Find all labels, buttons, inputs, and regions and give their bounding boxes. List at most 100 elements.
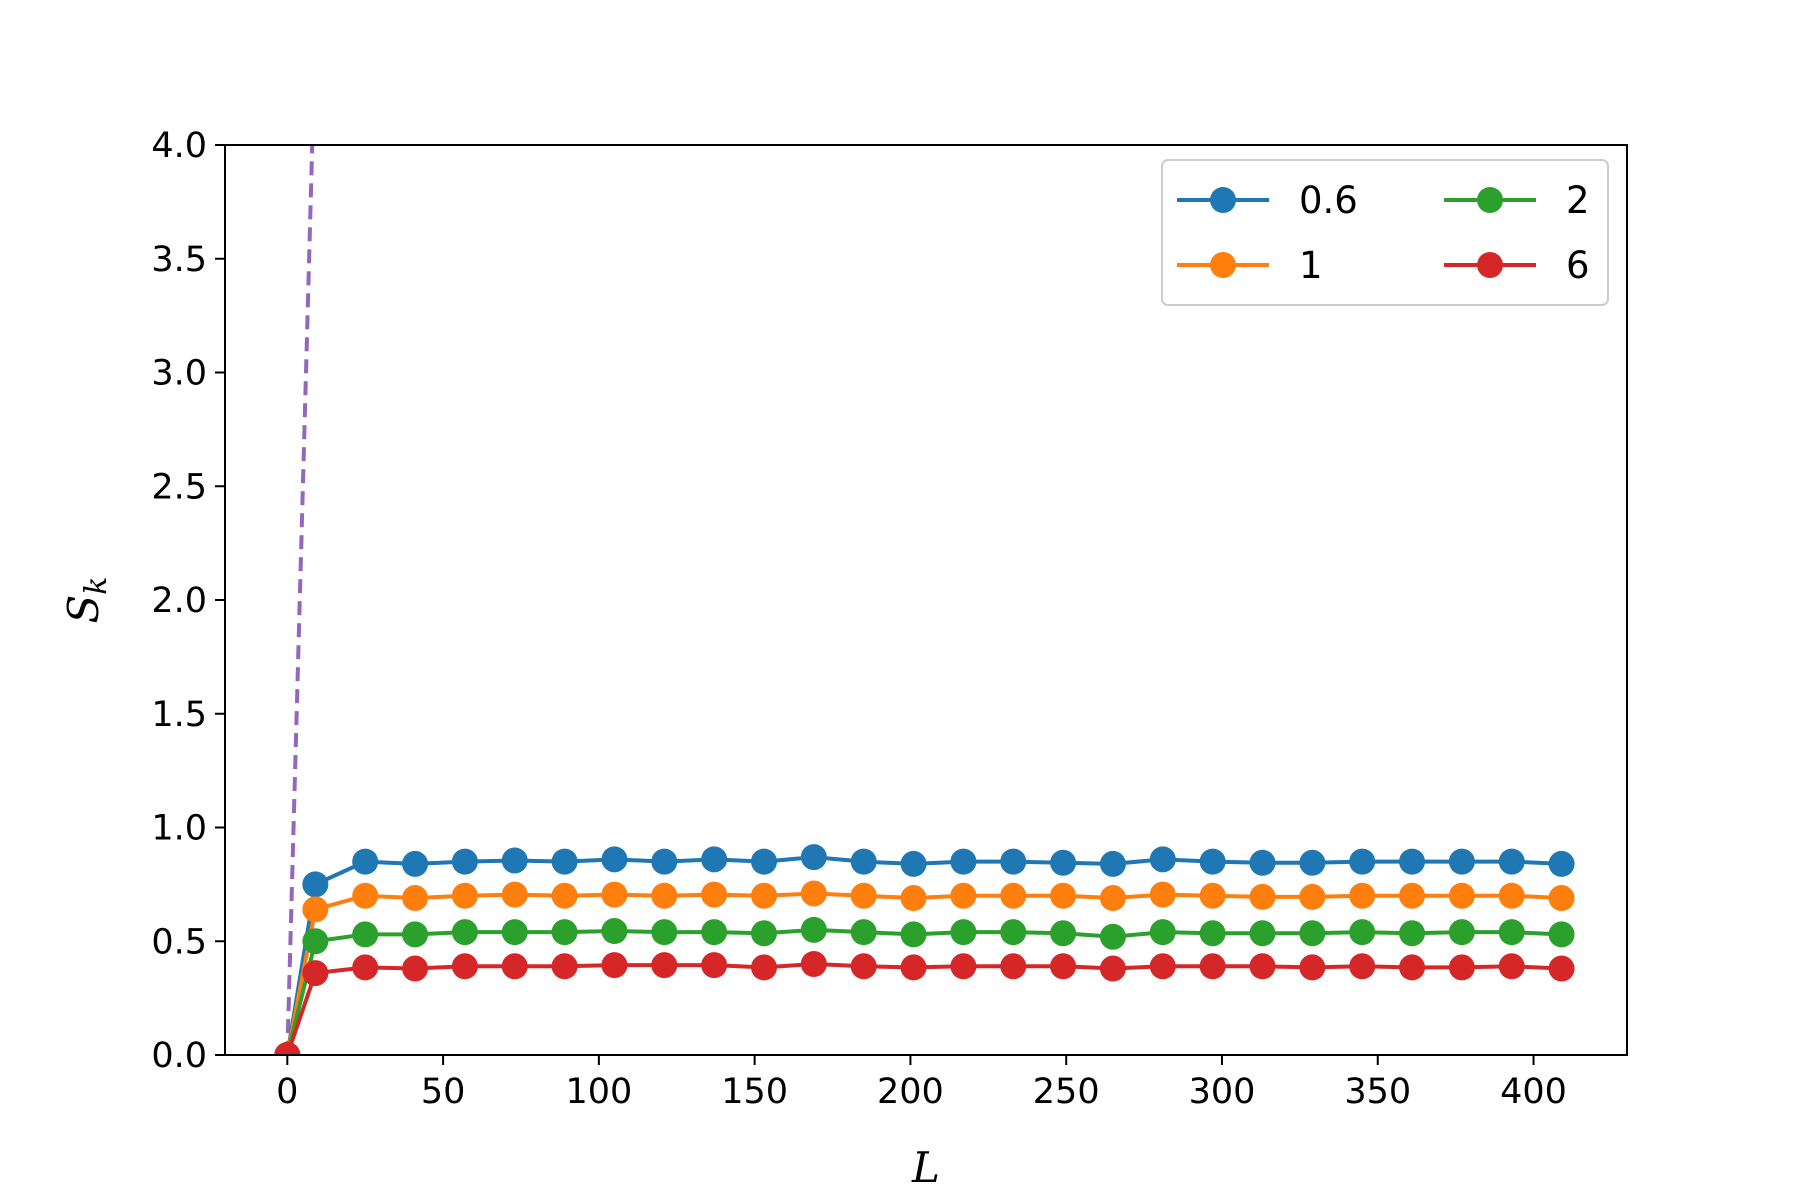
data-point [274, 1042, 301, 1055]
y-tick-label: 3.0 [151, 354, 207, 394]
data-point [1498, 882, 1525, 909]
data-point [451, 882, 478, 909]
y-axis-label: Sk [59, 577, 114, 624]
y-tick-label: 0.5 [151, 922, 207, 962]
data-point [1299, 920, 1326, 947]
series-6 [274, 951, 1575, 1055]
data-point [1349, 919, 1376, 946]
data-point [1548, 885, 1575, 912]
y-axis-label-main: S [59, 595, 108, 624]
y-axis: 0.0 0.5 1.0 1.5 2.0 2.5 3.0 3.5 4.0 [151, 126, 225, 1076]
x-tick-label: 350 [1344, 1072, 1411, 1112]
data-point [1199, 953, 1226, 980]
data-point [551, 882, 578, 909]
data-point [1399, 920, 1426, 947]
data-point [451, 919, 478, 946]
data-point [352, 954, 379, 981]
data-point [402, 955, 429, 982]
y-tick-label: 2.5 [151, 467, 207, 507]
data-point [352, 921, 379, 948]
y-tick-label: 1.5 [151, 695, 207, 735]
data-point [1050, 882, 1077, 909]
data-point [900, 921, 927, 948]
data-point [501, 847, 528, 874]
y-tick-label: 1.0 [151, 809, 207, 849]
data-point [701, 846, 728, 873]
data-point [1149, 919, 1176, 946]
data-point [1000, 882, 1027, 909]
data-point [551, 953, 578, 980]
data-point [601, 846, 628, 873]
data-point [1249, 953, 1276, 980]
data-point [1199, 848, 1226, 875]
data-point [1448, 919, 1475, 946]
legend-marker [1210, 252, 1236, 278]
x-tick-label: 100 [565, 1072, 632, 1112]
data-point [1249, 849, 1276, 876]
data-point [352, 882, 379, 909]
data-point [750, 954, 777, 981]
data-point [900, 954, 927, 981]
data-point [1498, 919, 1525, 946]
data-point [302, 871, 329, 898]
x-tick-label: 250 [1033, 1072, 1100, 1112]
legend-frame [1161, 159, 1609, 306]
data-point [800, 880, 827, 907]
data-point [1299, 954, 1326, 981]
data-point [551, 848, 578, 875]
data-point [302, 896, 329, 923]
data-point [850, 882, 877, 909]
legend: 0.6 1 2 6 [1161, 159, 1609, 306]
y-tick-label: 2.0 [151, 581, 207, 621]
data-point [1349, 882, 1376, 909]
data-point [800, 916, 827, 943]
data-point [1448, 882, 1475, 909]
data-point [501, 881, 528, 908]
legend-label: 1 [1299, 244, 1323, 287]
legend-label: 6 [1566, 244, 1590, 287]
data-point [551, 919, 578, 946]
data-point [402, 921, 429, 948]
data-point [1448, 848, 1475, 875]
data-point [651, 952, 678, 979]
legend-marker [1477, 252, 1503, 278]
data-point [651, 919, 678, 946]
data-point [601, 952, 628, 979]
x-axis: 0 50 100 150 200 250 300 350 400 [276, 1055, 1567, 1112]
series-0.6 [274, 844, 1575, 1055]
data-point [1448, 954, 1475, 981]
data-point [950, 919, 977, 946]
data-point [451, 848, 478, 875]
x-tick-label: 300 [1189, 1072, 1256, 1112]
data-point [451, 953, 478, 980]
data-point [750, 882, 777, 909]
data-point [900, 850, 927, 877]
data-point [800, 844, 827, 871]
data-point [402, 885, 429, 912]
data-point [601, 918, 628, 945]
legend-item-0.6: 0.6 [1177, 179, 1358, 222]
series-1 [274, 880, 1575, 1055]
legend-label: 2 [1566, 179, 1590, 222]
data-point [402, 850, 429, 877]
data-point [701, 919, 728, 946]
legend-item-6: 6 [1444, 244, 1590, 287]
data-point [1349, 848, 1376, 875]
data-point [651, 882, 678, 909]
data-point [302, 960, 329, 987]
reference-line [285, 145, 315, 1055]
data-point [750, 920, 777, 947]
data-point [850, 919, 877, 946]
data-point [950, 953, 977, 980]
data-point [1299, 849, 1326, 876]
data-point [1050, 849, 1077, 876]
legend-item-2: 2 [1444, 179, 1590, 222]
data-point [1399, 848, 1426, 875]
x-axis-label: L [911, 1143, 940, 1192]
plot-content [274, 145, 1575, 1055]
data-point [800, 951, 827, 977]
data-point [1099, 885, 1126, 912]
data-point [1299, 883, 1326, 910]
data-point [1498, 848, 1525, 875]
